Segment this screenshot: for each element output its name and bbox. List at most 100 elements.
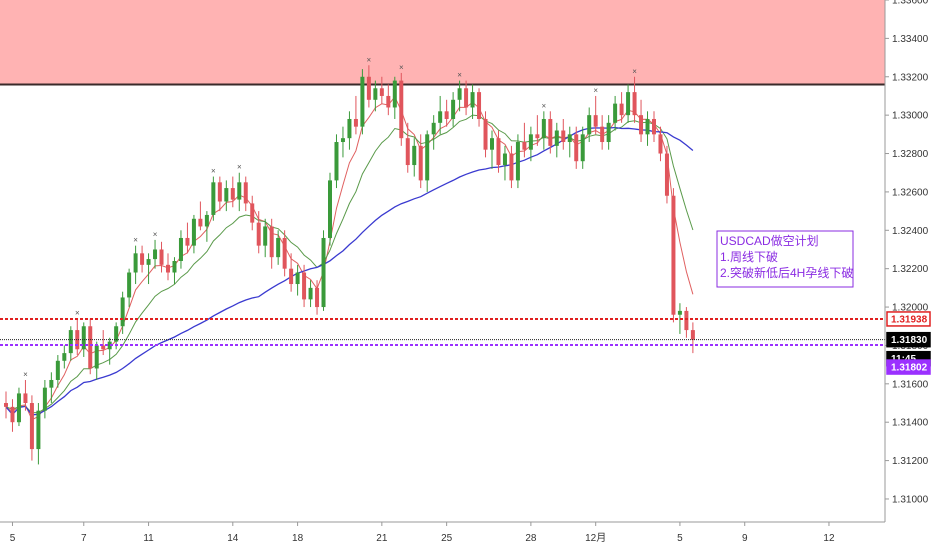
candle-body-down — [464, 88, 469, 108]
fractal-marker: × — [23, 370, 28, 379]
candle-body-up — [224, 188, 229, 202]
candle — [664, 145, 669, 204]
candle — [282, 230, 287, 277]
candle-body-up — [587, 115, 592, 135]
y-tick-label: 1.33600 — [892, 0, 929, 7]
candle — [464, 80, 469, 116]
fractal-marker: × — [153, 230, 158, 239]
candle — [224, 180, 229, 212]
candle — [172, 257, 177, 285]
candle-body-up — [457, 88, 462, 100]
candle-body-up — [178, 237, 183, 261]
candle — [276, 230, 281, 265]
candle — [502, 145, 507, 181]
fractal-marker: × — [632, 67, 637, 76]
candle-body-down — [10, 406, 15, 423]
trade-plan-note-box — [716, 230, 854, 288]
candle — [347, 111, 352, 150]
candle-body-down — [256, 222, 261, 246]
candle-body-down — [282, 237, 287, 269]
candle-body-down — [198, 218, 203, 227]
candle — [101, 330, 106, 356]
candle — [444, 99, 449, 127]
candle — [153, 239, 158, 269]
price-axis[interactable] — [885, 0, 932, 550]
candle-body-down — [217, 182, 222, 202]
candle-body-up — [502, 153, 507, 166]
candle-body-down — [269, 226, 274, 258]
price-tag-red-box — [886, 311, 931, 327]
y-tick-label: 1.31600 — [892, 379, 929, 390]
candle — [541, 111, 546, 150]
candle-body-up — [211, 182, 216, 215]
candle-body-down — [353, 118, 358, 127]
candle-body-down — [166, 264, 170, 273]
candle-body-up — [321, 237, 326, 308]
fractal-marker: × — [542, 101, 547, 110]
candle — [217, 176, 222, 212]
candle-body-up — [42, 387, 47, 411]
candle — [399, 72, 404, 146]
candle-body-down — [418, 145, 423, 181]
candle-body-down — [23, 393, 28, 404]
price-tag-purple: 1.31802 — [886, 359, 931, 375]
candle-body-down — [671, 195, 676, 315]
candle — [81, 322, 86, 357]
y-tick-label: 1.33000 — [892, 111, 929, 122]
candle — [522, 122, 527, 158]
candle-body-up — [204, 214, 209, 227]
candle-body-up — [263, 226, 268, 246]
candle — [509, 145, 514, 189]
x-tick-label: 25 — [441, 533, 453, 544]
candle — [68, 326, 73, 361]
candle — [490, 130, 494, 169]
candle-body-up — [470, 92, 475, 108]
candle — [166, 253, 170, 281]
x-tick-label: 5 — [677, 533, 683, 544]
trade-plan-note-line: USDCAD做空计划 — [720, 233, 819, 248]
fractal-marker: × — [237, 163, 242, 172]
candle-body-up — [340, 138, 345, 143]
candle — [425, 130, 430, 192]
candle-body-down — [405, 138, 410, 166]
candle-body-up — [677, 310, 682, 315]
candle-body-up — [438, 111, 443, 123]
candle-body-up — [94, 345, 99, 369]
candle — [496, 130, 501, 173]
candle-body-up — [412, 145, 417, 166]
candle — [619, 92, 624, 123]
candle-body-down — [185, 237, 190, 246]
candle-body-up — [276, 237, 281, 258]
y-tick-label: 1.32800 — [892, 149, 929, 160]
candle-body-down — [399, 80, 404, 139]
time-axis[interactable] — [0, 522, 885, 550]
candle-body-down — [386, 95, 391, 108]
candle-body-down — [690, 330, 695, 340]
candle-body-down — [444, 111, 449, 119]
candle-body-down — [88, 326, 93, 369]
x-tick-label: 12月 — [585, 532, 606, 544]
candle-body-up — [133, 253, 138, 273]
candle-body-up — [347, 118, 352, 139]
fractal-marker: × — [399, 63, 404, 72]
candle-body-down — [684, 310, 689, 331]
candle-body-up — [626, 92, 631, 116]
resistance-zone — [0, 0, 885, 85]
candle — [308, 280, 313, 308]
candle — [515, 134, 520, 189]
candle — [483, 111, 488, 158]
candle-body-up — [425, 134, 430, 181]
candle — [250, 195, 255, 231]
candle-body-down — [561, 130, 566, 143]
candle — [302, 264, 307, 308]
candle-body-down — [250, 203, 255, 223]
candle-body-down — [379, 88, 384, 96]
candle — [88, 318, 93, 375]
candle — [49, 372, 54, 404]
x-tick-label: 14 — [227, 533, 239, 544]
price-tag-purple-text: 1.31802 — [891, 363, 928, 374]
candle — [470, 84, 475, 119]
candle-body-up — [431, 122, 436, 135]
